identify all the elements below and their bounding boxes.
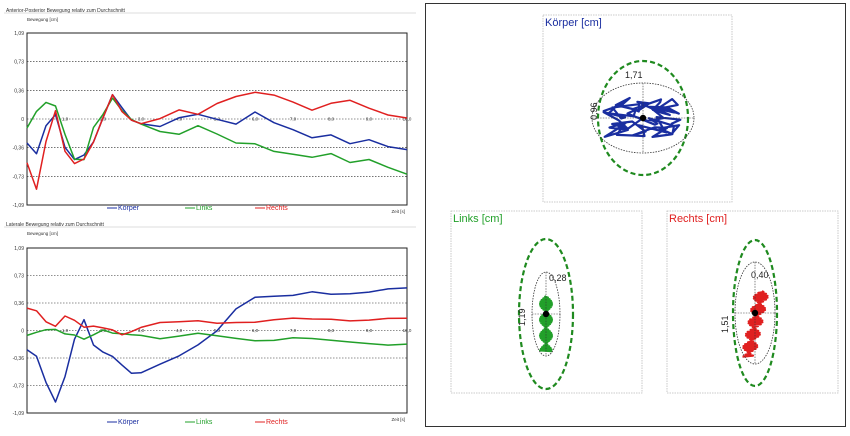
y-tick-label: 0 — [21, 329, 24, 335]
x-tick-label: 10,0 — [403, 117, 412, 122]
x-tick-label: 7,0 — [290, 117, 297, 122]
y-axis-label: Bewegung [cm] — [27, 231, 58, 236]
confidence-ellipse-outer — [517, 237, 575, 391]
x-tick-label: 10,0 — [403, 328, 412, 333]
series-line-links — [26, 97, 408, 175]
y-tick-label: -0,73 — [13, 174, 25, 180]
ellipse-plot-title: Körper [cm] — [545, 17, 602, 29]
confidence-ellipse-outer — [731, 238, 779, 388]
chart-title: Anterior-Posterior Bewegung relativ zum … — [6, 8, 126, 14]
x-tick-label: 6,0 — [252, 328, 259, 333]
series-line-körper — [26, 93, 408, 161]
x-tick-label: 3,0 — [138, 117, 145, 122]
x-tick-label: 6,0 — [252, 117, 259, 122]
height-label: 1,19 — [517, 308, 527, 326]
x-tick-label: 7,0 — [290, 328, 297, 333]
width-label: 0,28 — [549, 273, 567, 283]
ellipse-plot-title: Links [cm] — [453, 213, 503, 225]
y-tick-label: 0,36 — [14, 301, 24, 307]
chart-title: Laterale Bewegung relativ zum Durchschni… — [6, 222, 104, 228]
line-chart-1: Anterior-Posterior Bewegung relativ zum … — [4, 8, 416, 214]
legend-label: Rechts — [266, 205, 288, 212]
series-line-links — [26, 328, 408, 346]
y-axis-label: Bewegung [cm] — [27, 17, 58, 22]
series-line-körper — [26, 287, 408, 403]
y-tick-label: -0,36 — [13, 356, 25, 362]
series-line-rechts — [26, 307, 408, 336]
x-tick-label: 9,0 — [366, 328, 373, 333]
x-tick-label: 8,0 — [328, 117, 335, 122]
x-tick-label: 8,0 — [328, 328, 335, 333]
ellipse-plot-3: Rechts [cm] 0,40 1,51 — [666, 210, 839, 394]
line-charts-panel: Anterior-Posterior Bewegung relativ zum … — [4, 8, 416, 426]
legend-label: Körper — [118, 419, 140, 426]
sway-path — [742, 290, 769, 358]
x-tick-label: 4,0 — [176, 117, 183, 122]
ellipse-plot-frame — [666, 210, 839, 394]
ellipse-plot-1: Körper [cm] 1,71 0,96 — [542, 14, 733, 203]
y-tick-label: 0 — [21, 117, 24, 123]
y-tick-label: 0,73 — [14, 274, 24, 280]
x-tick-label: 1,0 — [62, 328, 69, 333]
y-tick-label: 0,73 — [14, 60, 24, 66]
x-tick-label: 1,0 — [62, 117, 69, 122]
height-label: 1,51 — [720, 315, 730, 333]
y-tick-label: 1,09 — [14, 31, 24, 37]
y-tick-label: -1,09 — [13, 203, 25, 209]
y-tick-label: -1,09 — [13, 411, 25, 417]
y-tick-label: 1,09 — [14, 246, 24, 252]
legend-label: Links — [196, 205, 213, 212]
width-label: 1,71 — [625, 70, 643, 80]
ellipse-plot-2: Links [cm] 0,28 1,19 — [450, 210, 643, 394]
y-tick-label: -0,36 — [13, 146, 25, 152]
center-point — [639, 114, 647, 122]
x-axis-label: Zeit [s] — [391, 209, 405, 214]
legend-label: Rechts — [266, 419, 288, 426]
x-tick-label: 9,0 — [366, 117, 373, 122]
center-point — [542, 310, 550, 318]
ellipse-plot-title: Rechts [cm] — [669, 213, 727, 225]
width-label: 0,40 — [751, 270, 769, 280]
y-tick-label: 0,36 — [14, 88, 24, 94]
y-tick-label: -0,73 — [13, 384, 25, 390]
legend-label: Körper — [118, 205, 140, 212]
x-tick-label: 4,0 — [176, 328, 183, 333]
legend-label: Links — [196, 419, 213, 426]
series-line-rechts — [26, 91, 408, 190]
height-label: 0,96 — [589, 102, 599, 120]
center-point — [751, 309, 759, 317]
sway-path — [602, 96, 682, 138]
line-chart-2: Laterale Bewegung relativ zum Durchschni… — [4, 222, 416, 426]
x-tick-label: 3,0 — [138, 328, 145, 333]
x-axis-label: Zeit [s] — [391, 417, 405, 422]
ellipse-charts-panel: Körper [cm] 1,71 0,96 Links [cm] 0,28 1,19 Rec… — [425, 3, 846, 427]
